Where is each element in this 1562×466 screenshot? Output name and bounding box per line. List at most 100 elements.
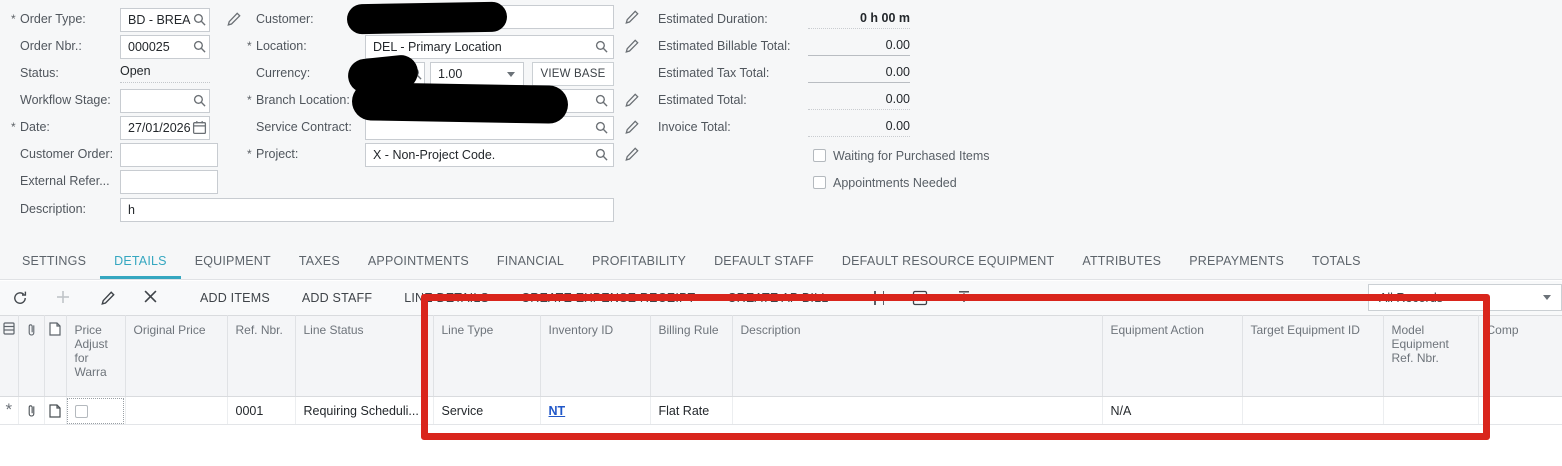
calendar-icon[interactable]: [192, 120, 207, 135]
estimated-billable-label: Estimated Billable Total:: [658, 39, 791, 53]
edit-pencil-icon[interactable]: [100, 290, 116, 306]
search-icon[interactable]: [594, 39, 609, 54]
required-marker: *: [247, 93, 252, 107]
add-row-icon[interactable]: [56, 290, 72, 306]
upload-icon[interactable]: [956, 290, 972, 306]
cell-line-type[interactable]: Service: [433, 396, 541, 425]
cell-ref-nbr[interactable]: 0001: [227, 396, 296, 425]
cell-comp[interactable]: [1478, 396, 1562, 425]
project-label: Project:: [256, 147, 299, 161]
note-icon[interactable]: [44, 396, 67, 425]
cell-original-price[interactable]: [125, 396, 228, 425]
estimated-tax-label: Estimated Tax Total:: [658, 66, 770, 80]
edit-pencil-icon[interactable]: [624, 146, 640, 162]
col-header-target-equipment-id[interactable]: Target Equipment ID: [1242, 315, 1384, 397]
inventory-id-link[interactable]: NT: [548, 403, 566, 418]
currency-rate-value: 1.00: [438, 67, 463, 81]
search-icon[interactable]: [594, 147, 609, 162]
grid-row: * 0001 Requiring Scheduli... Service NT …: [0, 396, 1562, 425]
cell-billing-rule[interactable]: Flat Rate: [650, 396, 733, 425]
col-header-equipment-action[interactable]: Equipment Action: [1102, 315, 1243, 397]
cell-target-equipment-id[interactable]: [1242, 396, 1384, 425]
chevron-down-icon[interactable]: [1543, 295, 1551, 300]
col-header-description[interactable]: Description: [732, 315, 1103, 397]
col-header-billing-rule[interactable]: Billing Rule: [650, 315, 733, 397]
col-header-model-equipment-ref[interactable]: Model Equipment Ref. Nbr.: [1383, 315, 1479, 397]
description-input[interactable]: [120, 198, 614, 222]
search-icon[interactable]: [594, 93, 609, 108]
edit-pencil-icon[interactable]: [624, 119, 640, 135]
redaction-blob: [351, 82, 569, 124]
view-base-button[interactable]: VIEW BASE: [532, 62, 614, 86]
workflow-stage-label: Workflow Stage:: [20, 93, 111, 107]
col-header-line-type[interactable]: Line Type: [433, 315, 541, 397]
tab-attributes[interactable]: ATTRIBUTES: [1082, 254, 1162, 268]
refresh-icon[interactable]: [12, 290, 28, 306]
status-label: Status:: [20, 66, 59, 80]
customer-order-input[interactable]: [120, 143, 218, 167]
external-ref-input[interactable]: [120, 170, 218, 194]
create-expense-receipt-button[interactable]: CREATE EXPENSE RECEIPT: [521, 291, 696, 305]
cell-equipment-action[interactable]: N/A: [1102, 396, 1243, 425]
col-header-comp[interactable]: Comp: [1478, 315, 1562, 397]
estimated-duration-value: 0 h 00 m: [808, 11, 910, 29]
cell-line-status[interactable]: Requiring Scheduli...: [295, 396, 434, 425]
tab-equipment[interactable]: EQUIPMENT: [194, 254, 271, 268]
tab-bar: SETTINGS DETAILS EQUIPMENT TAXES APPOINT…: [0, 246, 1562, 280]
search-icon[interactable]: [192, 93, 207, 108]
tab-default-resource-equipment[interactable]: DEFAULT RESOURCE EQUIPMENT: [841, 254, 1055, 268]
add-items-button[interactable]: ADD ITEMS: [200, 291, 270, 305]
col-header-original-price[interactable]: Original Price: [125, 315, 228, 397]
edit-pencil-icon[interactable]: [624, 38, 640, 54]
waiting-purchased-label: Waiting for Purchased Items: [833, 148, 990, 163]
paperclip-icon[interactable]: [18, 396, 45, 425]
create-ap-bill-button[interactable]: CREATE AP BILL: [727, 291, 829, 305]
order-summary-form: * Order Type: Order Nbr.: Status: Open W…: [11, 1, 990, 222]
edit-pencil-icon[interactable]: [624, 92, 640, 108]
location-input[interactable]: [365, 35, 614, 59]
tab-totals[interactable]: TOTALS: [1312, 254, 1361, 268]
add-staff-button[interactable]: ADD STAFF: [301, 291, 373, 305]
tab-details[interactable]: DETAILS: [100, 246, 181, 279]
appointments-needed-label: Appointments Needed: [833, 175, 957, 190]
invoice-total-label: Invoice Total:: [658, 120, 731, 134]
col-header-ref-nbr[interactable]: Ref. Nbr.: [227, 315, 296, 397]
waiting-purchased-checkbox[interactable]: [813, 149, 826, 163]
edit-pencil-icon[interactable]: [226, 11, 242, 27]
tab-taxes[interactable]: TAXES: [298, 254, 340, 268]
project-input[interactable]: [365, 143, 614, 167]
cell-inventory-id[interactable]: NT: [540, 396, 651, 425]
tab-settings[interactable]: SETTINGS: [22, 254, 87, 268]
col-header-line-status[interactable]: Line Status: [295, 315, 434, 397]
chevron-down-icon[interactable]: [507, 71, 515, 77]
order-nbr-label: Order Nbr.:: [20, 39, 82, 53]
tab-prepayments[interactable]: PREPAYMENTS: [1189, 254, 1284, 268]
cell-description[interactable]: [732, 396, 1103, 425]
price-adjust-checkbox[interactable]: [74, 404, 88, 418]
currency-rate-dropdown[interactable]: 1.00: [430, 62, 524, 86]
col-header-inventory-id[interactable]: Inventory ID: [540, 315, 651, 397]
search-icon[interactable]: [594, 120, 609, 135]
search-icon[interactable]: [192, 12, 207, 27]
tab-appointments[interactable]: APPOINTMENTS: [367, 254, 469, 268]
grid-header-row: Price Adjust for Warra Original Price Re…: [0, 315, 1562, 397]
date-input[interactable]: [120, 116, 210, 140]
edit-pencil-icon[interactable]: [624, 9, 640, 25]
appointments-needed-checkbox[interactable]: [813, 176, 826, 190]
tab-profitability[interactable]: PROFITABILITY: [592, 254, 687, 268]
line-details-button[interactable]: LINE DETAILS: [404, 291, 490, 305]
search-icon[interactable]: [192, 39, 207, 54]
tab-financial[interactable]: FINANCIAL: [496, 254, 564, 268]
service-contract-label: Service Contract:: [256, 120, 352, 134]
required-marker: *: [11, 12, 16, 26]
tab-default-staff[interactable]: DEFAULT STAFF: [714, 254, 814, 268]
cell-price-adjust[interactable]: [66, 396, 126, 425]
required-marker: *: [247, 147, 252, 161]
delete-row-icon[interactable]: [144, 290, 160, 306]
col-header-price-adjust[interactable]: Price Adjust for Warra: [66, 315, 126, 397]
records-filter-dropdown[interactable]: All Records: [1368, 284, 1562, 311]
cell-model-equipment-ref[interactable]: [1383, 396, 1479, 425]
row-settings-icon[interactable]: [0, 315, 19, 397]
status-value: Open: [120, 64, 210, 83]
export-to-excel-icon[interactable]: [912, 290, 928, 306]
